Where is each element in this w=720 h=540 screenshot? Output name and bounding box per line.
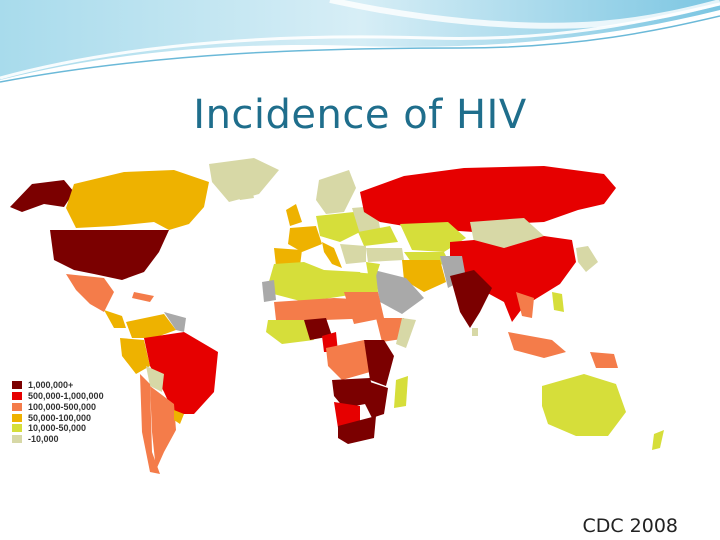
region-usa: [50, 230, 169, 280]
region-sri-lanka: [472, 328, 478, 336]
region-brazil: [144, 332, 218, 414]
region-greenland: [209, 158, 279, 202]
slide-title: Incidence of HIV: [193, 92, 527, 138]
region-egypt: [352, 272, 378, 294]
region-korea-japan: [576, 246, 598, 272]
legend-swatch: [12, 402, 22, 411]
region-colombia-venezuela: [126, 314, 176, 338]
region-kenya-tanzania: [364, 340, 394, 386]
region-central-europe: [316, 212, 360, 242]
region-west-africa: [266, 320, 314, 344]
legend-label: 50,000-100,000: [28, 412, 92, 423]
legend-item: 10,000-50,000: [12, 423, 104, 434]
legend-item: 500,000-1,000,000: [12, 391, 104, 402]
region-somalia: [396, 318, 416, 348]
region-central-america: [104, 310, 126, 328]
header-banner: [0, 0, 720, 83]
region-philippines: [552, 292, 564, 312]
region-guyana-area: [164, 312, 186, 332]
legend-item: 1,000,000+: [12, 380, 104, 391]
region-caribbean: [132, 292, 154, 302]
legend-label: 10,000-50,000: [28, 423, 87, 434]
region-mozambique-zimbabwe: [364, 382, 388, 418]
map-legend: 1,000,000+ 500,000-1,000,000 100,000-500,0…: [12, 380, 104, 445]
region-myanmar-thai: [496, 282, 524, 322]
region-india: [450, 270, 492, 328]
region-russia: [360, 166, 616, 232]
region-iberia: [274, 248, 302, 266]
region-balkans: [340, 244, 366, 264]
region-scandinavia: [316, 170, 356, 214]
region-uruguay: [174, 410, 184, 424]
legend-item: -10,000: [12, 434, 104, 445]
region-uk: [286, 204, 302, 226]
region-canada: [66, 170, 209, 230]
region-sudan: [344, 292, 384, 324]
region-indochina: [516, 292, 534, 318]
legend-swatch: [12, 392, 22, 401]
region-arabia: [374, 270, 424, 314]
region-turkey: [366, 248, 404, 262]
region-papua: [590, 352, 618, 368]
region-iran: [402, 260, 446, 292]
region-south-africa: [338, 416, 376, 444]
legend-label: -10,000: [28, 434, 59, 445]
region-ukraine: [358, 226, 398, 246]
region-france: [288, 226, 322, 252]
world-map: [4, 152, 716, 484]
region-alaska: [10, 180, 74, 212]
legend-item: 100,000-500,000: [12, 402, 104, 413]
legend-label: 100,000-500,000: [28, 401, 97, 412]
region-levant: [366, 262, 380, 276]
legend-label: 500,000-1,000,000: [28, 391, 104, 402]
region-nigeria: [304, 318, 332, 340]
region-chile: [140, 374, 160, 474]
region-peru: [120, 338, 150, 374]
region-italy: [322, 242, 342, 268]
legend-swatch: [12, 435, 22, 444]
region-iceland: [236, 190, 254, 200]
legend-item: 50,000-100,000: [12, 412, 104, 423]
source-citation: CDC 2008: [582, 515, 678, 537]
region-kazakhstan: [400, 222, 466, 252]
legend-swatch: [12, 381, 22, 390]
region-argentina: [150, 386, 176, 470]
region-mongolia: [470, 218, 544, 248]
legend-swatch: [12, 424, 22, 433]
region-namibia-botswana: [334, 402, 360, 428]
region-western-sahara: [262, 280, 276, 302]
region-malaysia-indonesia: [508, 332, 566, 358]
legend-swatch: [12, 413, 22, 422]
region-madagascar: [394, 376, 408, 408]
region-central-africa: [326, 340, 370, 380]
legend-label: 1,000,000+: [28, 380, 74, 391]
region-australia: [542, 374, 626, 436]
region-mexico: [66, 274, 114, 312]
region-new-zealand: [652, 430, 664, 450]
region-bolivia: [146, 366, 164, 392]
